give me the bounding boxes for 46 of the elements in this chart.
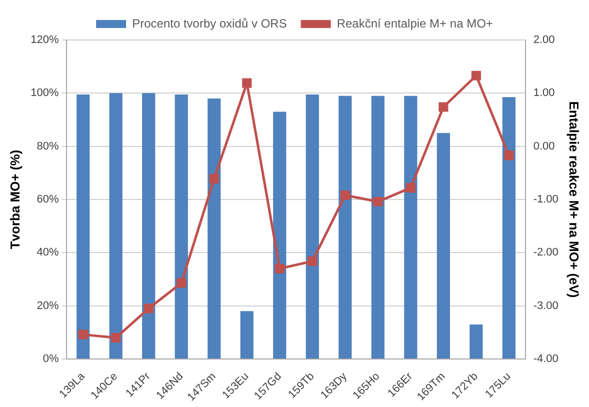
- bar: [404, 96, 418, 359]
- y2-tick-label: 1.00: [533, 87, 555, 100]
- y-axis-title: Tvorba MO+ (%): [7, 150, 22, 250]
- bar: [338, 96, 352, 359]
- bar: [306, 94, 319, 359]
- point: [144, 304, 154, 314]
- point: [373, 196, 383, 206]
- point: [308, 256, 318, 266]
- point: [274, 264, 284, 274]
- bar: [208, 98, 221, 359]
- y2-tick-label: -3.00: [533, 300, 558, 312]
- bar: [142, 93, 156, 359]
- y-tick-label: 40%: [36, 246, 59, 259]
- bar: [273, 112, 286, 359]
- point: [406, 183, 416, 193]
- y2-axis-title: Entalpie reakce M+ na MO+ (eV): [566, 101, 582, 298]
- bar: [76, 94, 90, 359]
- y-tick-label: 0%: [42, 353, 59, 366]
- point: [242, 78, 252, 88]
- point: [111, 332, 121, 343]
- bar: [109, 93, 122, 359]
- legend-label: Reakční entalpie M+ na MO+: [336, 16, 493, 30]
- bar: [470, 324, 483, 359]
- point: [438, 102, 448, 112]
- point: [471, 70, 481, 80]
- bar: [371, 96, 384, 359]
- point: [78, 330, 88, 340]
- point: [504, 150, 514, 160]
- bar: [502, 97, 516, 359]
- y-tick-label: 120%: [30, 34, 59, 46]
- y2-tick-label: 0.00: [533, 140, 555, 152]
- y2-tick-label: -1.00: [533, 194, 558, 206]
- y2-tick-label: 2.00: [533, 34, 555, 46]
- legend-label: Procento tvorby oxidů v ORS: [132, 16, 287, 30]
- bar: [240, 311, 254, 359]
- y-tick-label: 20%: [36, 300, 59, 312]
- point: [176, 278, 186, 288]
- point: [340, 190, 350, 200]
- y-tick-label: 60%: [36, 194, 59, 206]
- bar: [436, 133, 450, 359]
- y2-tick-label: -2.00: [533, 246, 558, 259]
- bar: [174, 94, 188, 359]
- y-tick-label: 80%: [36, 140, 59, 152]
- point: [209, 174, 219, 184]
- y-tick-label: 100%: [30, 87, 59, 100]
- y2-tick-label: -4.00: [533, 353, 558, 366]
